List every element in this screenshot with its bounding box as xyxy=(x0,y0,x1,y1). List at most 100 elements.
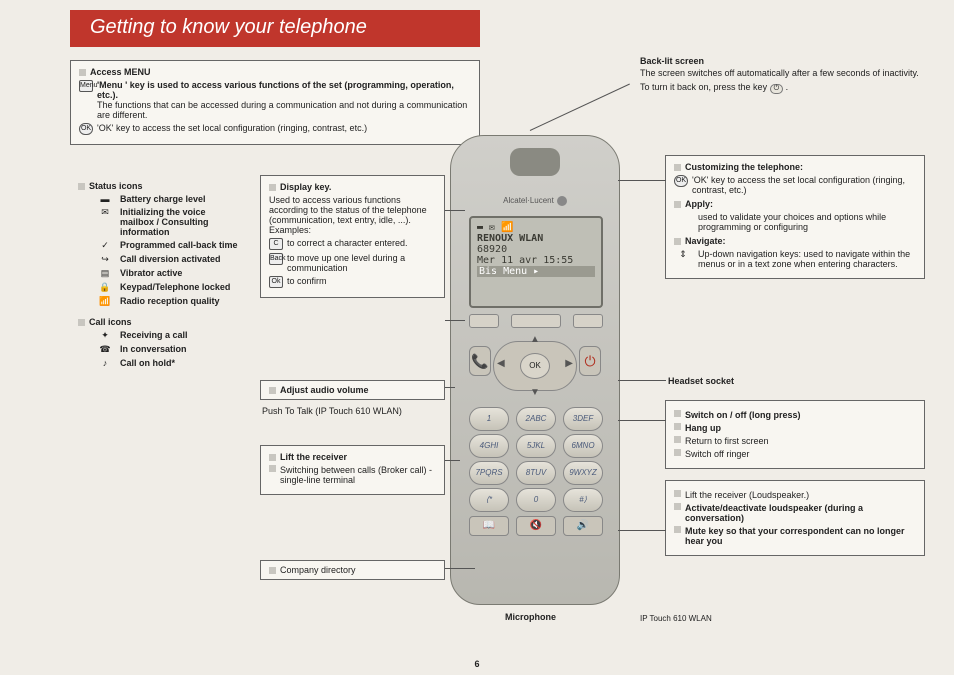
list-icon: ✓ xyxy=(96,240,114,251)
phone-illustration: Alcatel·Lucent ▬ ✉ 📶 RENOUX WLAN 68920 M… xyxy=(450,135,620,605)
backlit-line2b: . xyxy=(786,82,789,92)
phone-key: 2ABC xyxy=(516,407,556,431)
display-key-row-text: to move up one level during a communicat… xyxy=(287,253,436,273)
phone-end-key: ⏻ xyxy=(579,346,601,376)
phone-brand: Alcatel·Lucent xyxy=(451,196,619,206)
bullet-icon xyxy=(674,490,681,497)
list-item: ↪Call diversion activated xyxy=(96,254,242,265)
phone-key: 3DEF xyxy=(563,407,603,431)
phone-call-key: 📞 xyxy=(469,346,491,376)
list-label: Switch off ringer xyxy=(685,449,916,459)
list-item: Lift the receiver (Loudspeaker.) xyxy=(674,490,916,500)
display-key-row: Backto move up one level during a commun… xyxy=(269,253,436,273)
list-label: Switch on / off (long press) xyxy=(685,410,916,420)
list-item: ✓ Programmed call-back time xyxy=(96,240,242,251)
list-item: 🔒 Keypad/Telephone locked xyxy=(96,282,242,293)
phone-earpiece xyxy=(510,148,560,176)
list-label: Call diversion activated xyxy=(120,254,242,264)
list-item: ▬Battery charge level xyxy=(96,194,242,204)
phone-key: 0 xyxy=(516,488,556,512)
screen-line-4: Bis Menu ▸ xyxy=(477,266,595,277)
list-icon: 📶 xyxy=(96,296,114,307)
list-icon: 🔒 xyxy=(96,282,114,293)
call-icons-heading: Call icons xyxy=(78,317,242,327)
menu-key-icon: Menu xyxy=(79,80,93,92)
list-item: Return to first screen xyxy=(674,436,916,446)
phone-navpad: ▲ ▼ ◀ ▶ OK xyxy=(493,336,577,396)
phone-screen: ▬ ✉ 📶 RENOUX WLAN 68920 Mer 11 avr 15:55… xyxy=(469,216,603,308)
company-dir-text: Company directory xyxy=(280,565,356,575)
list-item: Switch off ringer xyxy=(674,449,916,459)
list-label: Lift the receiver (Loudspeaker.) xyxy=(685,490,916,500)
nav-arrows-icon: ⇕ xyxy=(674,249,692,260)
list-item: Activate/deactivate loudspeaker (during … xyxy=(674,503,916,523)
phone-key: 8TUV xyxy=(516,461,556,485)
phone-softkeys xyxy=(469,314,603,328)
ptt-label: Push To Talk (IP Touch 610 WLAN) xyxy=(262,406,402,416)
phone-key: 9WXYZ xyxy=(563,461,603,485)
customize-ok-icon: OK xyxy=(674,175,688,187)
display-key-row: Cto correct a character entered. xyxy=(269,238,436,250)
list-icon: ✦ xyxy=(96,330,114,341)
screen-line-3: Mer 11 avr 15:55 xyxy=(477,255,595,266)
display-key-heading: Display key. xyxy=(269,182,436,192)
screen-line-2: 68920 xyxy=(477,244,595,255)
headset-label: Headset socket xyxy=(668,376,734,386)
display-key-row-text: to correct a character entered. xyxy=(287,238,436,248)
list-label: Programmed call-back time xyxy=(120,240,242,250)
softkey-right xyxy=(573,314,603,328)
display-key-box: Display key. Used to access various func… xyxy=(260,175,445,298)
customize-box: Customizing the telephone: OK 'OK' key t… xyxy=(665,155,925,279)
phone-key: 4GHI xyxy=(469,434,509,458)
phone-bottom-key: 📖 xyxy=(469,516,509,536)
bullet-icon xyxy=(674,503,681,510)
menu-desc: 'Menu ' key is used to access various fu… xyxy=(97,80,471,120)
list-item: Mute key so that your correspondent can … xyxy=(674,526,916,546)
display-key-icon: C xyxy=(269,238,283,250)
ok-desc: 'OK' key to access the set local configu… xyxy=(97,123,471,133)
screen-line-0: ▬ ✉ 📶 xyxy=(477,222,595,233)
list-label: Battery charge level xyxy=(120,194,242,204)
list-label: In conversation xyxy=(120,344,242,354)
phone-key: ⟨* xyxy=(469,488,509,512)
list-item: ☎In conversation xyxy=(96,344,242,355)
list-item: ✉Initializing the voice mailbox / Consul… xyxy=(96,207,242,237)
screen-line-1: RENOUX WLAN xyxy=(477,233,595,244)
lift-receiver-box: Lift the receiver Switching between call… xyxy=(260,445,445,495)
bullet-icon xyxy=(674,449,681,456)
adjust-volume-heading: Adjust audio volume xyxy=(280,385,369,395)
adjust-volume-box: Adjust audio volume xyxy=(260,380,445,400)
softkey-center xyxy=(511,314,561,328)
lift-receiver-text: Switching between calls (Broker call) - … xyxy=(280,465,436,485)
list-label: Return to first screen xyxy=(685,436,916,446)
list-label: Radio reception quality xyxy=(120,296,242,306)
loud-box: Lift the receiver (Loudspeaker.) Activate… xyxy=(665,480,925,556)
bullet-icon xyxy=(674,526,681,533)
list-icon: ▤ xyxy=(96,268,114,279)
list-item: ♪Call on hold* xyxy=(96,358,242,368)
bullet-icon xyxy=(674,410,681,417)
phone-bottom-key: 🔊 xyxy=(563,516,603,536)
phone-keypad: 12ABC3DEF4GHI5JKL6MNO7PQRS8TUV9WXYZ⟨*0#⟩… xyxy=(469,404,603,536)
page-title: Getting to know your telephone xyxy=(70,10,480,47)
navigate-heading: Navigate: xyxy=(685,236,726,246)
softkey-left xyxy=(469,314,499,328)
apply-heading: Apply: xyxy=(685,199,713,209)
lift-receiver-heading: Lift the receiver xyxy=(280,452,347,462)
phone-key: 7PQRS xyxy=(469,461,509,485)
display-key-icon: Ok xyxy=(269,276,283,288)
phone-key: 6MNO xyxy=(563,434,603,458)
bullet-icon xyxy=(674,423,681,430)
phone-bottom-key: 🔇 xyxy=(516,516,556,536)
list-label: Hang up xyxy=(685,423,916,433)
status-heading: Status icons xyxy=(78,181,242,191)
list-item: ▤ Vibrator active xyxy=(96,268,242,279)
phone-key: 5JKL xyxy=(516,434,556,458)
company-dir-box: Company directory xyxy=(260,560,445,580)
status-icons-box: Status icons ▬Battery charge level ✉Initi… xyxy=(70,175,250,495)
apply-text: used to validate your choices and option… xyxy=(698,212,916,232)
list-item: Switch on / off (long press) xyxy=(674,410,916,420)
list-label: Mute key so that your correspondent can … xyxy=(685,526,916,546)
list-label: Keypad/Telephone locked xyxy=(120,282,242,292)
list-label: Vibrator active xyxy=(120,268,242,278)
